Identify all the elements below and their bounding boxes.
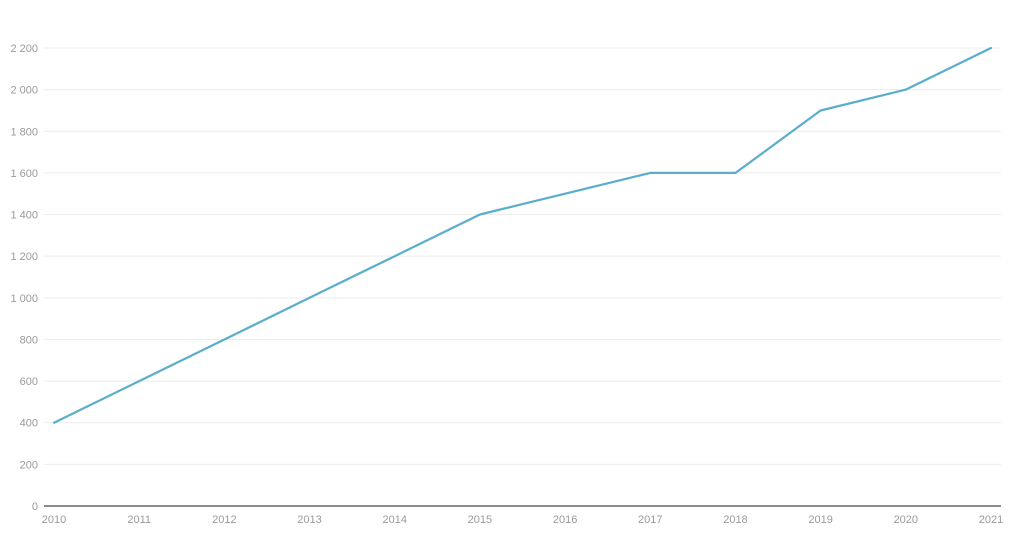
x-tick-label: 2017 (638, 514, 662, 526)
y-tick-label: 0 (32, 501, 38, 513)
x-tick-label: 2014 (382, 514, 406, 526)
series-layer (52, 46, 993, 424)
y-tick-label: 1 400 (10, 210, 38, 222)
x-tick-label: 2019 (808, 514, 832, 526)
y-tick-label: 400 (20, 418, 38, 430)
y-tick-label: 200 (20, 459, 38, 471)
x-tick-label: 2020 (894, 514, 918, 526)
x-tick-label: 2016 (553, 514, 577, 526)
grid-lines (44, 47, 1001, 465)
x-axis-ticks: 2010 2011 2012 2013 2014 2015 2016 2017 2018 2019… (42, 514, 1003, 526)
y-tick-label: 1 800 (10, 126, 38, 138)
y-tick-label: 2 000 (10, 85, 38, 97)
y-tick-label: 800 (20, 334, 38, 346)
x-tick-label: 2021 (979, 514, 1003, 526)
y-tick-label: 1 200 (10, 251, 38, 263)
x-tick-label: 2011 (127, 514, 151, 526)
y-axis-ticks: 0 200 400 600 800 1 000 1 200 1 400 1 600 1 800 2 … (10, 43, 38, 513)
x-tick-label: 2012 (212, 514, 236, 526)
y-tick-label: 2 200 (10, 43, 38, 55)
x-tick-label: 2010 (42, 514, 66, 526)
x-tick-label: 2015 (468, 514, 492, 526)
y-tick-label: 1 000 (10, 293, 38, 305)
y-tick-label: 1 600 (10, 168, 38, 180)
y-tick-label: 600 (20, 376, 38, 388)
series-line (52, 46, 993, 424)
x-tick-label: 2018 (723, 514, 747, 526)
x-tick-label: 2013 (297, 514, 321, 526)
